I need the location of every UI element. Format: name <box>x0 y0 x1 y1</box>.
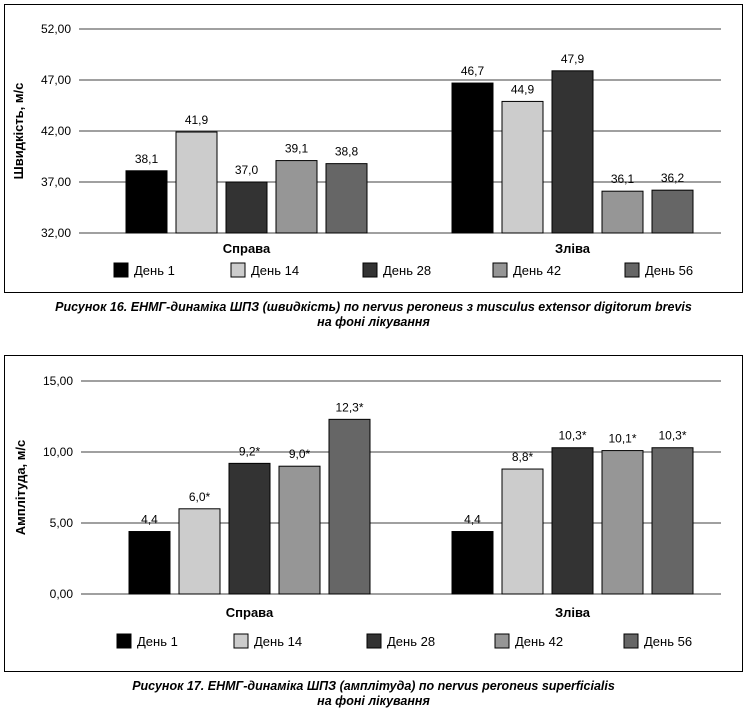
data-label: 38,8 <box>335 145 359 159</box>
category-label: Зліва <box>555 241 591 256</box>
bar <box>328 418 371 595</box>
legend-swatch <box>233 633 249 649</box>
bar <box>278 465 321 595</box>
bar <box>275 160 318 234</box>
bar <box>225 181 268 234</box>
amplitude-chart-caption: Рисунок 17. ЕНМГ-динаміка ШПЗ (амплітуда… <box>4 679 743 709</box>
y-tick-label: 47,00 <box>41 73 71 87</box>
data-label: 47,9 <box>561 52 585 66</box>
y-tick-label: 32,00 <box>41 226 71 240</box>
legend-label: День 56 <box>645 263 693 278</box>
y-tick-label: 52,00 <box>41 22 71 36</box>
data-label: 4,4 <box>464 513 481 527</box>
bar <box>551 447 594 595</box>
caption-line-1: Рисунок 17. ЕНМГ-динаміка ШПЗ (амплітуда… <box>132 679 615 693</box>
legend-swatch <box>230 262 246 278</box>
amplitude-chart: 0,00 5,00 10,00 15,00 Амплітуда, м/с 4,4 6,0* 9… <box>4 355 743 672</box>
legend-swatch <box>492 262 508 278</box>
caption-line-2: на фоні лікування <box>317 315 430 329</box>
legend-swatch <box>362 262 378 278</box>
y-axis-label: Амплітуда, м/с <box>13 440 28 536</box>
data-label: 41,9 <box>185 113 209 127</box>
data-label: 8,8* <box>512 450 534 464</box>
bar <box>601 450 644 595</box>
data-label: 4,4 <box>141 513 158 527</box>
data-label: 6,0* <box>189 490 211 504</box>
caption-line-1: Рисунок 16. ЕНМГ-динаміка ШПЗ (швидкість… <box>55 300 692 314</box>
y-axis-label: Швидкість, м/с <box>11 83 26 180</box>
legend-label: День 14 <box>251 263 299 278</box>
data-label: 36,2 <box>661 171 685 185</box>
y-tick-label: 15,00 <box>43 374 73 388</box>
legend-label: День 42 <box>513 263 561 278</box>
caption-line-2: на фоні лікування <box>317 694 430 708</box>
bar <box>451 531 494 595</box>
bar <box>601 190 644 234</box>
bar <box>551 70 594 234</box>
data-label: 10,1* <box>608 432 636 446</box>
category-label: Справа <box>226 605 274 620</box>
legend-swatch <box>116 633 132 649</box>
y-tick-label: 37,00 <box>41 175 71 189</box>
velocity-chart-caption: Рисунок 16. ЕНМГ-динаміка ШПЗ (швидкість… <box>4 300 743 330</box>
category-label: Справа <box>223 241 271 256</box>
bar <box>125 170 168 234</box>
data-label: 39,1 <box>285 142 309 156</box>
legend-label: День 56 <box>644 634 692 649</box>
bar <box>128 531 171 595</box>
bar <box>501 100 544 234</box>
legend-label: День 42 <box>515 634 563 649</box>
bar <box>501 468 544 595</box>
data-label: 36,1 <box>611 172 635 186</box>
y-tick-label: 10,00 <box>43 445 73 459</box>
y-tick-label: 42,00 <box>41 124 71 138</box>
bar <box>325 163 368 234</box>
bar <box>651 189 694 234</box>
legend-label: День 1 <box>134 263 175 278</box>
bar <box>651 447 694 595</box>
legend-label: День 14 <box>254 634 302 649</box>
velocity-chart: 32,00 37,00 42,00 47,00 52,00 Швидкість, м/с 3… <box>4 4 743 293</box>
data-label: 10,3* <box>658 429 686 443</box>
legend-swatch <box>494 633 510 649</box>
data-label: 12,3* <box>335 400 363 414</box>
data-label: 9,2* <box>239 444 261 458</box>
category-label: Зліва <box>555 605 591 620</box>
legend-swatch <box>624 262 640 278</box>
data-label: 38,1 <box>135 152 159 166</box>
data-label: 37,0 <box>235 163 259 177</box>
bar <box>178 508 221 595</box>
bar <box>451 82 494 234</box>
legend-label: День 28 <box>387 634 435 649</box>
data-label: 44,9 <box>511 82 535 96</box>
bar <box>228 462 271 595</box>
bar <box>175 131 218 234</box>
amplitude-chart-svg: 0,00 5,00 10,00 15,00 Амплітуда, м/с 4,4 6,0* 9… <box>13 374 721 649</box>
data-label: 10,3* <box>558 429 586 443</box>
legend-label: День 1 <box>137 634 178 649</box>
legend-swatch <box>113 262 129 278</box>
legend-swatch <box>366 633 382 649</box>
data-label: 9,0* <box>289 447 311 461</box>
legend-swatch <box>623 633 639 649</box>
data-label: 46,7 <box>461 64 485 78</box>
velocity-chart-svg: 32,00 37,00 42,00 47,00 52,00 Швидкість, м/с 3… <box>11 22 721 278</box>
y-tick-label: 0,00 <box>50 587 74 601</box>
y-tick-label: 5,00 <box>50 516 74 530</box>
legend-label: День 28 <box>383 263 431 278</box>
